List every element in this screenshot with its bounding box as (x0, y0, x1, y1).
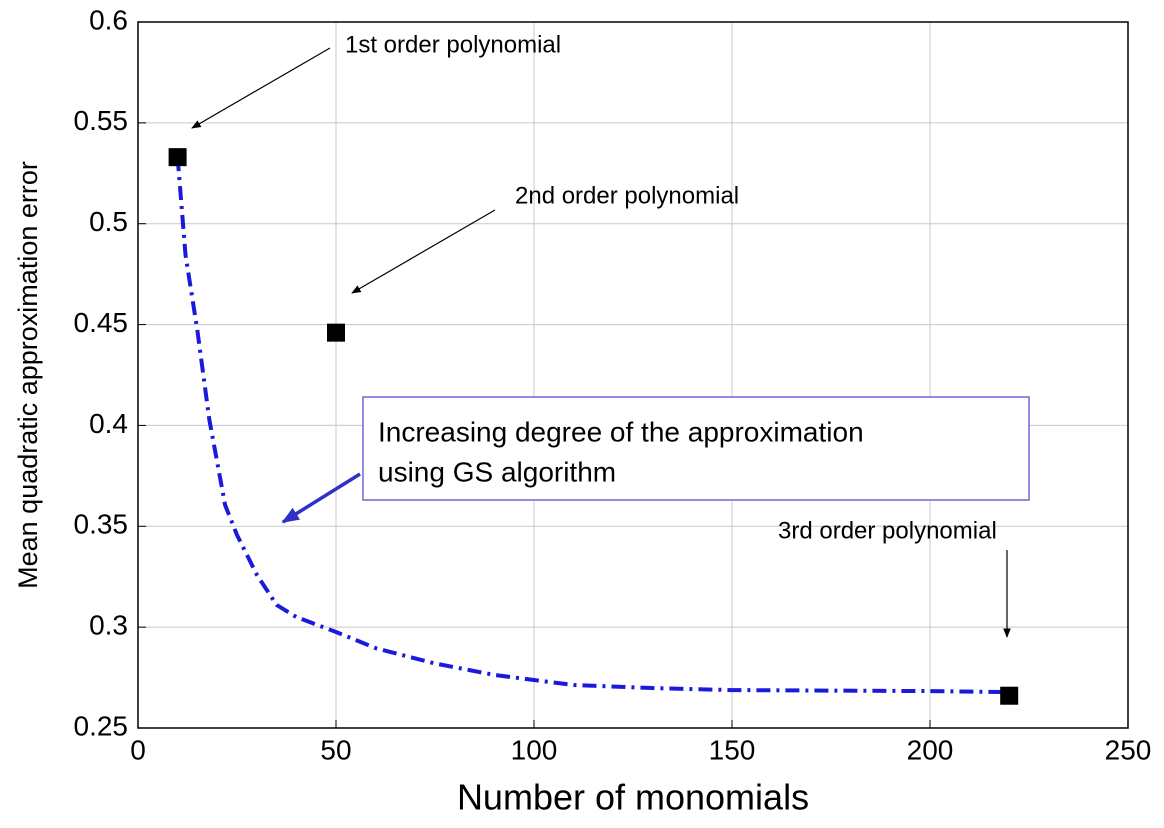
annotation-arrow (281, 472, 361, 524)
y-tick-label: 0.25 (74, 710, 129, 741)
x-tick-label: 0 (130, 734, 146, 765)
plot-area (138, 22, 1128, 728)
y-tick-label: 0.55 (74, 105, 129, 136)
annotation-box-text: Increasing degree of the approximation (378, 416, 864, 447)
annotation-box-text: using GS algorithm (378, 456, 616, 487)
annotation-arrow (191, 47, 331, 129)
x-tick-label: 200 (907, 734, 954, 765)
annotation-arrow (351, 209, 496, 294)
annotation: 1st order polynomial (345, 31, 561, 58)
annotation: 2nd order polynomial (515, 182, 739, 209)
line-series (175, 156, 1010, 695)
y-tick-label: 0.5 (89, 206, 128, 237)
y-axis-label: Mean quadratic approximation error (13, 161, 43, 589)
x-tick-label: 150 (709, 734, 756, 765)
annotation-box (362, 396, 1030, 501)
x-tick-label: 50 (320, 734, 351, 765)
x-tick-label: 250 (1105, 734, 1152, 765)
marker (168, 148, 187, 167)
marker (327, 323, 345, 342)
marker (1000, 686, 1019, 705)
y-tick-label: 0.45 (74, 307, 129, 338)
y-tick-label: 0.4 (89, 408, 128, 439)
y-tick-label: 0.35 (74, 509, 129, 540)
x-axis-label: Number of monomials (457, 777, 809, 818)
y-tick-label: 0.3 (89, 610, 128, 641)
y-tick-label: 0.6 (89, 4, 128, 35)
x-tick-label: 100 (511, 734, 558, 765)
annotation: 3rd order polynomial (778, 517, 997, 544)
axes-frame (137, 21, 1129, 729)
